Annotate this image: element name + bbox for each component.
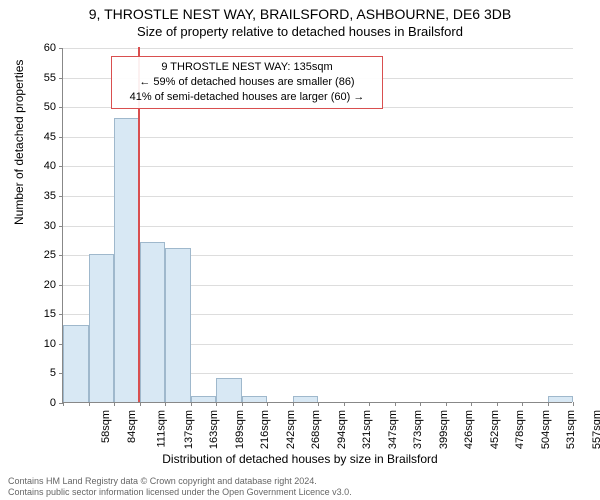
xtick-label: 294sqm — [336, 410, 348, 449]
y-axis-label: Number of detached properties — [12, 60, 26, 225]
footer-attribution: Contains HM Land Registry data © Crown c… — [8, 476, 352, 498]
xtick-label: 321sqm — [361, 410, 373, 449]
annotation-line-1: 9 THROSTLE NEST WAY: 135sqm — [118, 60, 376, 75]
xtick-label: 504sqm — [540, 410, 552, 449]
histogram-bar — [140, 242, 166, 402]
footer-line-1: Contains HM Land Registry data © Crown c… — [8, 476, 352, 487]
xtick-mark — [191, 402, 192, 406]
xtick-label: 189sqm — [234, 410, 246, 449]
xtick-mark — [293, 402, 294, 406]
footer-line-2: Contains public sector information licen… — [8, 487, 352, 498]
ytick-label: 60 — [26, 42, 56, 54]
histogram-bar — [242, 396, 268, 402]
xtick-label: 478sqm — [514, 410, 526, 449]
plot-area: 05101520253035404550556058sqm84sqm111sqm… — [62, 48, 572, 403]
xtick-mark — [63, 402, 64, 406]
histogram-bar — [191, 396, 217, 402]
ytick-mark — [59, 48, 63, 49]
xtick-mark — [446, 402, 447, 406]
annotation-line-2: ← 59% of detached houses are smaller (86… — [118, 75, 376, 90]
xtick-mark — [369, 402, 370, 406]
ytick-label: 15 — [26, 308, 56, 320]
xtick-label: 58sqm — [100, 410, 112, 443]
xtick-mark — [344, 402, 345, 406]
histogram-bar — [114, 118, 140, 402]
annotation-box: 9 THROSTLE NEST WAY: 135sqm ← 59% of det… — [111, 56, 383, 109]
xtick-label: 268sqm — [310, 410, 322, 449]
ytick-label: 0 — [26, 397, 56, 409]
xtick-mark — [318, 402, 319, 406]
ytick-mark — [59, 255, 63, 256]
ytick-label: 55 — [26, 72, 56, 84]
xtick-mark — [140, 402, 141, 406]
xtick-label: 452sqm — [489, 410, 501, 449]
x-axis-label: Distribution of detached houses by size … — [0, 452, 600, 466]
ytick-mark — [59, 78, 63, 79]
xtick-label: 111sqm — [156, 410, 168, 448]
histogram-bar — [293, 396, 319, 402]
annotation-line-3: 41% of semi-detached houses are larger (… — [118, 90, 376, 105]
xtick-mark — [216, 402, 217, 406]
main-title: 9, THROSTLE NEST WAY, BRAILSFORD, ASHBOU… — [0, 0, 600, 22]
ytick-mark — [59, 226, 63, 227]
sub-title: Size of property relative to detached ho… — [0, 22, 600, 39]
xtick-mark — [165, 402, 166, 406]
xtick-mark — [395, 402, 396, 406]
ytick-label: 20 — [26, 279, 56, 291]
xtick-label: 373sqm — [412, 410, 424, 449]
xtick-label: 399sqm — [438, 410, 450, 449]
ytick-label: 5 — [26, 367, 56, 379]
ytick-label: 50 — [26, 101, 56, 113]
xtick-label: 163sqm — [208, 410, 220, 449]
ytick-label: 25 — [26, 249, 56, 261]
ytick-mark — [59, 107, 63, 108]
ytick-mark — [59, 137, 63, 138]
xtick-label: 531sqm — [565, 410, 577, 449]
ytick-label: 30 — [26, 220, 56, 232]
ytick-label: 35 — [26, 190, 56, 202]
xtick-mark — [471, 402, 472, 406]
xtick-label: 347sqm — [387, 410, 399, 449]
xtick-mark — [420, 402, 421, 406]
xtick-label: 242sqm — [285, 410, 297, 449]
histogram-bar — [216, 378, 242, 402]
histogram-bar — [89, 254, 115, 402]
histogram-bar — [165, 248, 191, 402]
xtick-label: 216sqm — [259, 410, 271, 449]
ytick-mark — [59, 285, 63, 286]
xtick-mark — [573, 402, 574, 406]
xtick-label: 557sqm — [591, 410, 600, 449]
xtick-mark — [114, 402, 115, 406]
histogram-bar — [548, 396, 574, 402]
xtick-mark — [89, 402, 90, 406]
xtick-label: 426sqm — [463, 410, 475, 449]
xtick-mark — [497, 402, 498, 406]
xtick-label: 84sqm — [126, 410, 138, 443]
ytick-label: 40 — [26, 160, 56, 172]
ytick-mark — [59, 196, 63, 197]
xtick-mark — [522, 402, 523, 406]
xtick-mark — [242, 402, 243, 406]
ytick-label: 10 — [26, 338, 56, 350]
ytick-mark — [59, 314, 63, 315]
xtick-mark — [267, 402, 268, 406]
ytick-mark — [59, 166, 63, 167]
chart-container: 9, THROSTLE NEST WAY, BRAILSFORD, ASHBOU… — [0, 0, 600, 500]
ytick-label: 45 — [26, 131, 56, 143]
xtick-label: 137sqm — [183, 410, 195, 449]
xtick-mark — [548, 402, 549, 406]
histogram-bar — [63, 325, 89, 402]
